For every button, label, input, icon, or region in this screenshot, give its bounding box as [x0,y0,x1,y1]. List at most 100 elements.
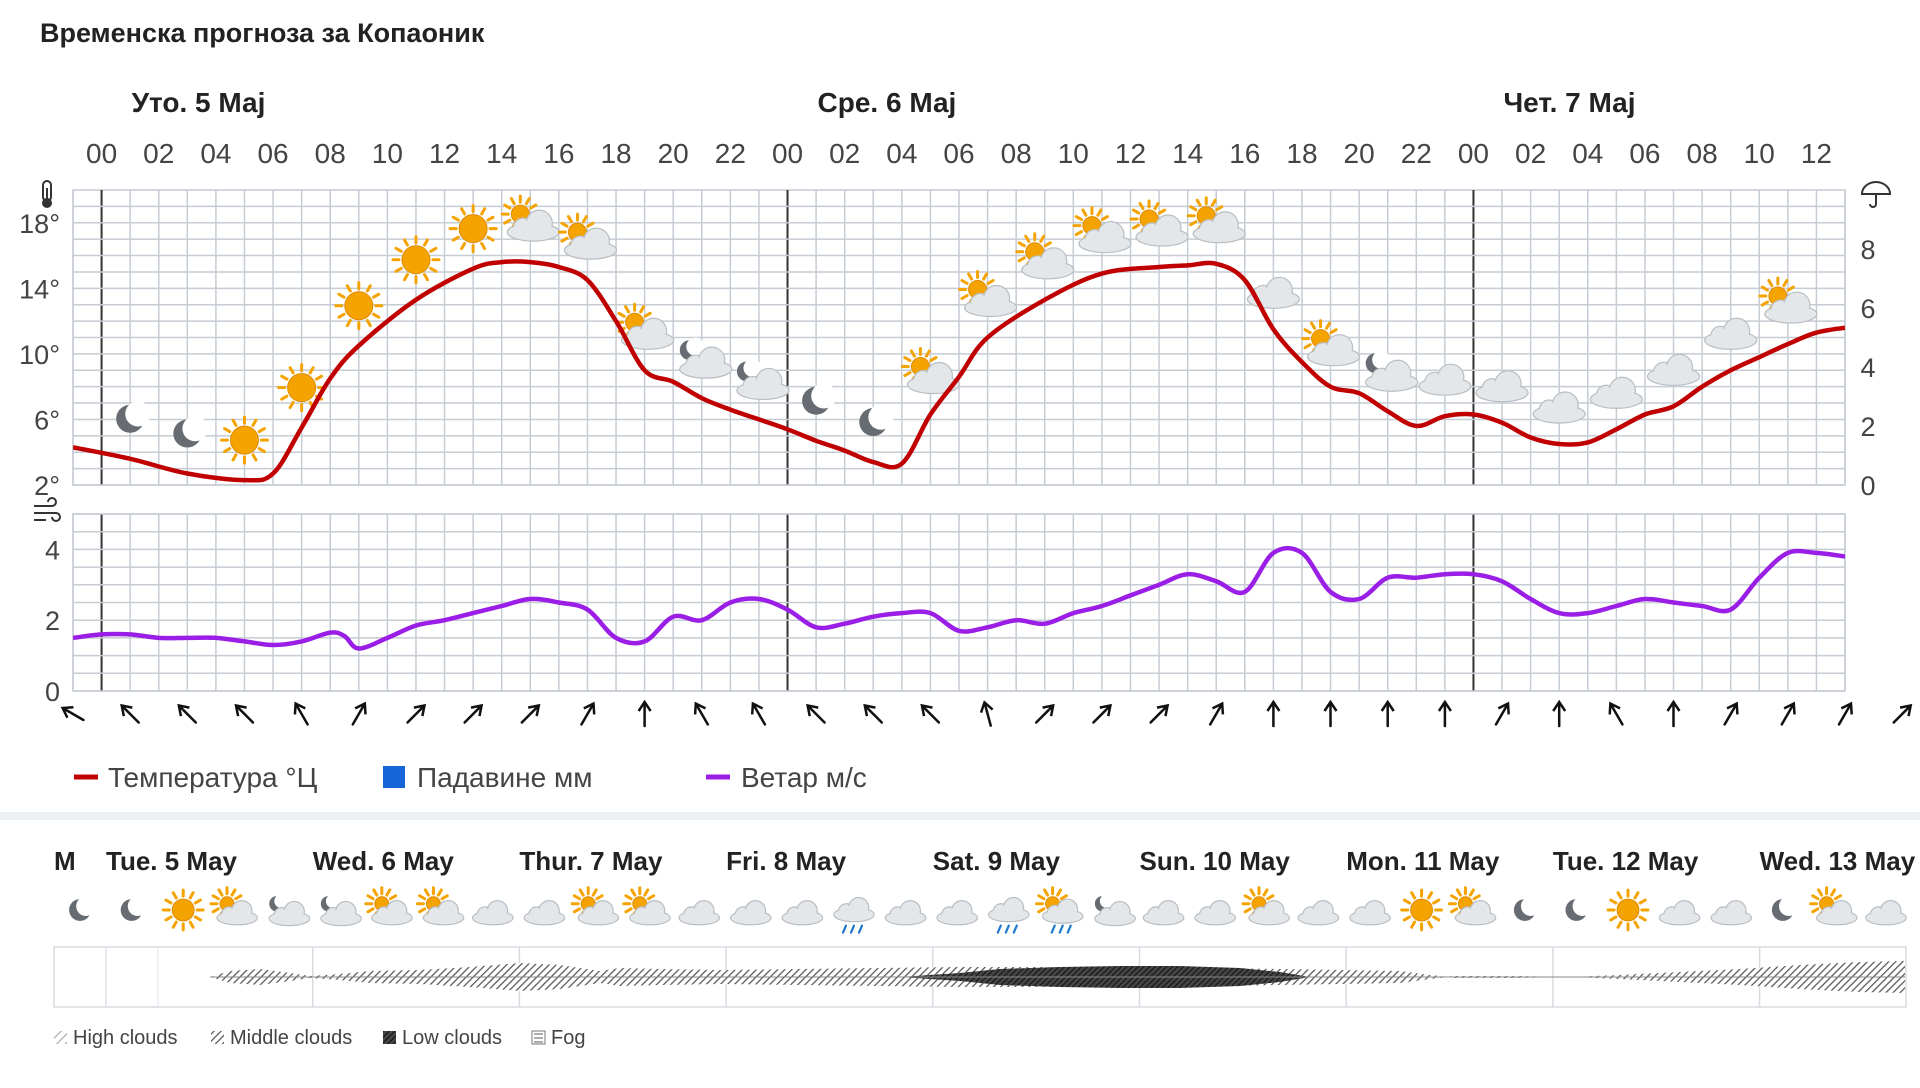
sun-cloud-icon [900,347,961,395]
sun-cloud-icon [622,886,671,926]
sun-icon [277,363,327,413]
day-label: Чет. 7 Мај [1503,87,1635,118]
wind-arrow [1780,701,1796,726]
hour-tick-label: 08 [1687,138,1718,169]
hour-tick-label: 04 [886,138,917,169]
hour-tick-label: 08 [315,138,346,169]
wind-arrow [1092,703,1112,724]
moon-cloud-icon [320,894,362,927]
moon-icon [1771,896,1799,921]
cloud-icon [1142,900,1185,926]
hour-tick-label: 14 [486,138,517,169]
cloud-legend: High clouds Middle clouds Low clouds Fog [54,1027,585,1049]
cloud-icon [936,900,979,926]
sun-icon [334,281,384,331]
wind-arrow [1380,699,1395,728]
legend-precipitation: Падавине мм [417,762,592,793]
precipitation-tick-label: 6 [1860,294,1875,324]
wind-arrow [234,703,255,724]
hour-tick-label: 06 [943,138,974,169]
weekly-day-label: Tue. 12 May [1553,846,1699,876]
sun-cloud-icon [1758,276,1818,324]
cloud-legend-label: Fog [551,1027,585,1049]
cloud-icon [471,900,514,926]
cloud-icon [1418,363,1472,396]
hour-tick-label: 04 [1572,138,1603,169]
cloud-icon [1646,353,1701,386]
day-label: Сре. 6 Мај [818,87,957,118]
weekly-day-label: Thur. 7 May [519,846,663,876]
wind-arrow [637,699,652,728]
temperature-series-line [73,259,1845,483]
umbrella-icon [1860,181,1892,208]
hour-labels: 00 02 04 06 08 10 12 14 16 18 20 22 00 02 04 06 08 10 12 14… [86,138,1832,169]
moon-icon [1513,896,1541,921]
legend-precipitation-swatch [383,766,405,788]
moon-icon [69,896,96,921]
cloud-icon [1658,900,1701,926]
hour-tick-label: 20 [1344,138,1375,169]
page-title: Временска прогноза за Копаоник [40,18,485,48]
hour-tick-label: 22 [1401,138,1432,169]
cloud-icon [1532,391,1586,424]
sun-icon [1400,888,1444,932]
weekly-weather-icons [69,886,1907,934]
thermometer-icon [42,180,52,208]
sun-cloud-icon [1129,199,1189,247]
cloud-legend-label: Middle clouds [230,1027,352,1049]
weekly-partial-day: M [54,846,76,876]
hour-tick-label: 10 [1058,138,1089,169]
cloud-icon [729,900,772,926]
sun-icon [391,235,441,285]
sun-cloud-icon [958,270,1018,318]
hour-tick-label: 00 [1458,138,1489,169]
temperature-tick-label: 18° [19,209,60,239]
cloud-legend-label: High clouds [73,1027,178,1049]
wind-arrow [1494,701,1510,726]
hour-tick-label: 02 [143,138,174,169]
wind-arrow [863,703,884,724]
sun-cloud-icon [500,194,560,242]
moon-cloud-icon [679,337,733,379]
cloud-icon [781,900,824,926]
wind-arrow [750,701,767,726]
moon-icon [802,383,837,415]
day-label: Уто. 5 Мај [132,87,266,118]
wind-arrow [1723,701,1739,726]
precipitation-tick-label: 4 [1860,353,1875,383]
weekly-day-label: Wed. 13 May [1760,846,1916,876]
moon-icon [859,404,894,437]
hour-tick-label: 12 [1801,138,1832,169]
weekly-day-label: Mon. 11 May [1346,846,1500,876]
wind-arrow [463,703,484,724]
chart-legend: Температура °Ц Падавине мм Ветар м/с [74,762,867,793]
wind-arrow [1608,701,1624,726]
moon-icon [1565,896,1593,921]
cloud-icon [1349,900,1391,926]
wind-arrow [693,701,710,726]
weekly-day-label: Tue. 5 May [106,846,238,876]
rain-icon [987,896,1030,934]
temperature-tick-label: 10° [19,340,60,370]
wind-tick-label: 4 [45,535,60,565]
wind-arrow [1666,699,1681,728]
wind-arrow [1323,699,1338,728]
sun-cloud-icon [1301,319,1361,367]
moon-icon [120,896,148,921]
cloud-icon [1704,317,1758,350]
moon-cloud-icon [1365,350,1419,392]
weekly-day-labels: M Tue. 5 May Wed. 6 May Thur. 7 May Fri. 8 … [54,846,1916,876]
temperature-tick-label: 6° [34,405,60,435]
cloud-icon [884,900,927,926]
sun-cloud-icon [1186,196,1246,244]
hour-tick-label: 16 [543,138,574,169]
cloud-icon [678,900,721,926]
wind-arrow [1892,703,1913,724]
wind-arrow [979,700,994,727]
cloud-icon [1710,900,1753,926]
hour-tick-label: 04 [200,138,231,169]
wind-icon [34,497,61,522]
cloud-icon [1475,370,1529,403]
wind-arrow [806,703,826,724]
wind-series-line [73,545,1845,651]
